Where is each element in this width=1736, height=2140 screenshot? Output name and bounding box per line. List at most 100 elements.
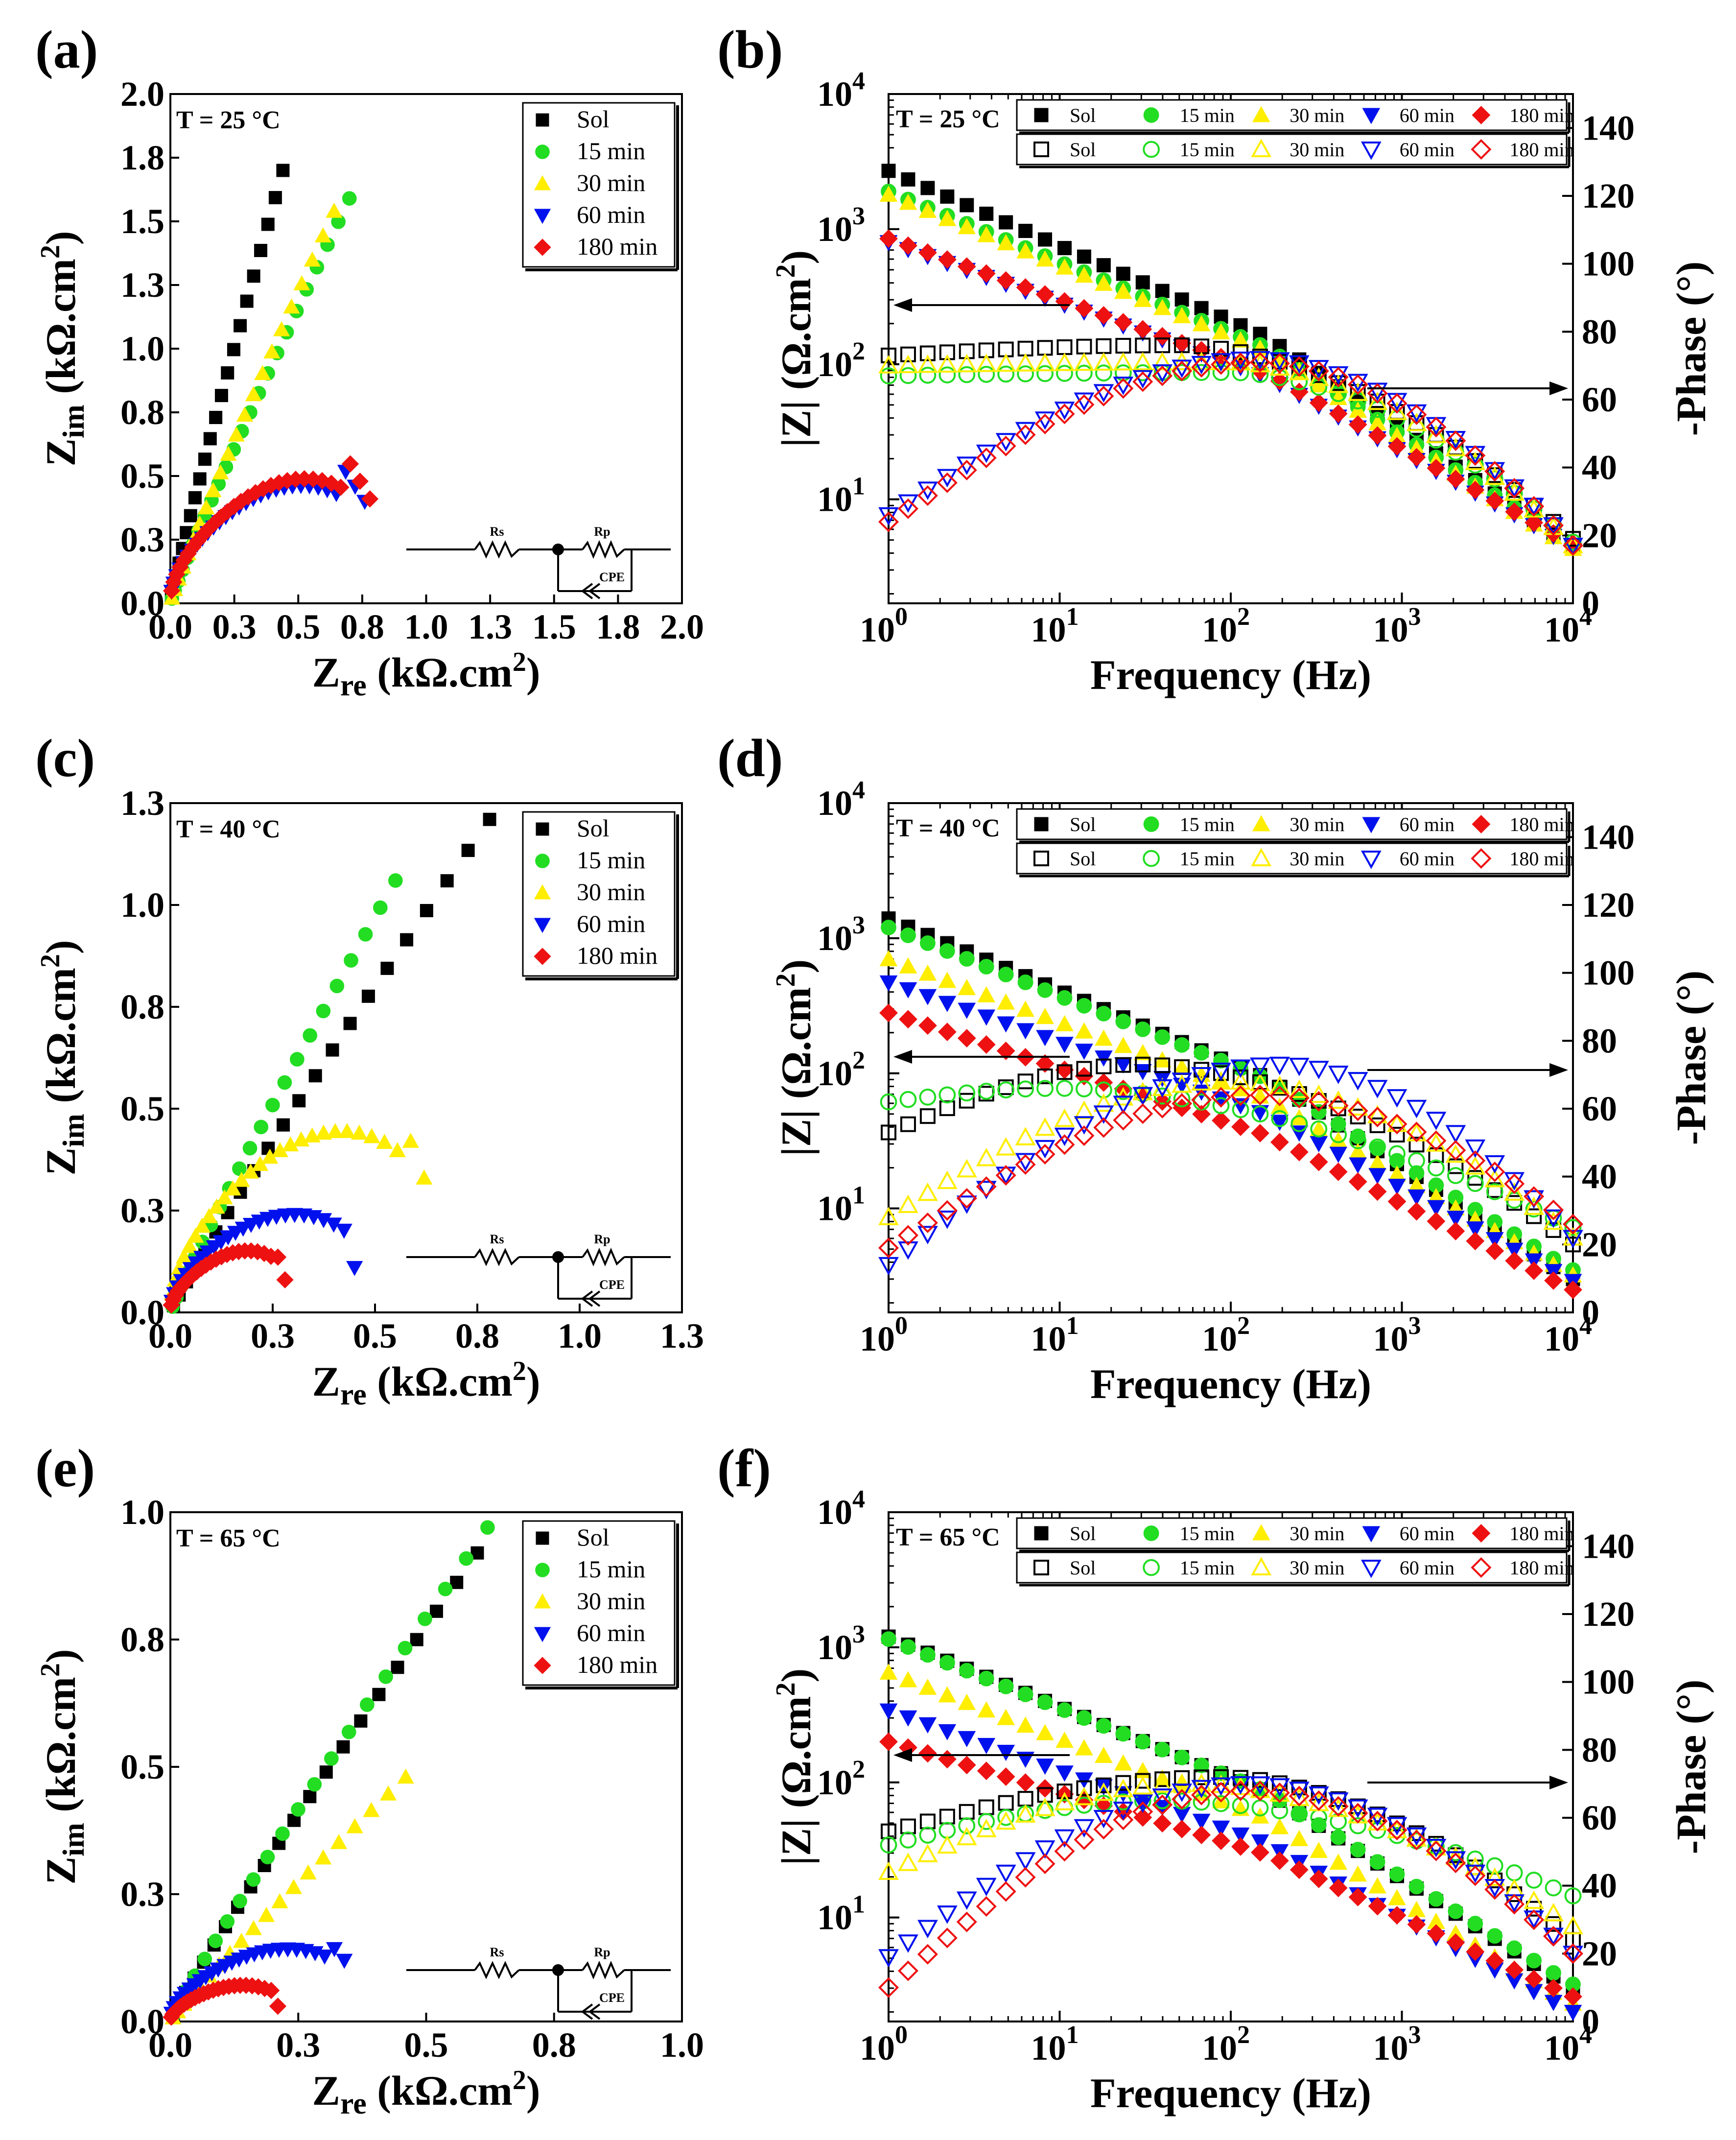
x-tick-label: 103: [1373, 2021, 1421, 2068]
modulus-point-15-min: [919, 935, 936, 951]
phase-point-sol: [1369, 1807, 1385, 1823]
right-y-tick-label: 40: [1582, 1157, 1617, 1196]
modulus-point-30-min: [1056, 1015, 1074, 1031]
phase-point-60-min: [1445, 1851, 1466, 1870]
phase-point-sol: [1135, 1056, 1151, 1072]
phase-point-180-min: [1289, 1088, 1310, 1109]
modulus-point-180-min: [1505, 1251, 1524, 1270]
modulus-point-15-min: [998, 967, 1014, 982]
phase-point-180-min: [1034, 1143, 1056, 1165]
x-axis-label: Frequency (Hz): [1090, 2069, 1371, 2116]
modulus-point-30-min: [1349, 1865, 1367, 1882]
modulus-point-15-min: [1037, 1694, 1053, 1710]
modulus-point-30-min: [879, 185, 898, 202]
phase-point-30-min: [1367, 1105, 1388, 1123]
modulus-point-60-min: [918, 1717, 937, 1734]
point-sol: [193, 472, 207, 486]
modulus-point-30-min: [1036, 250, 1054, 267]
point-180-min: [276, 1271, 294, 1289]
legend-marker-15-min: [1143, 850, 1160, 867]
y-tick-label: 102: [817, 1756, 865, 1802]
modulus-point-180-min: [957, 257, 976, 276]
modulus-point-180-min: [977, 1761, 996, 1781]
modulus-point-180-min: [996, 271, 1015, 290]
phase-point-15-min: [1369, 1138, 1386, 1156]
circuit-rs-label: Rs: [490, 1232, 504, 1246]
point-sol: [234, 319, 247, 333]
modulus-point-15-min: [939, 1655, 955, 1671]
modulus-point-180-min: [1427, 459, 1446, 477]
phase-point-180-min: [1054, 1841, 1075, 1862]
point-30-min: [330, 1834, 348, 1849]
modulus-point-60-min: [1310, 1136, 1328, 1153]
x-tick-label: 104: [1544, 1312, 1592, 1358]
modulus-point-180-min: [879, 1003, 898, 1022]
phase-point-sol: [1271, 1080, 1288, 1096]
right-y-tick-label: 140: [1582, 108, 1635, 147]
legend-label-sol: Sol: [577, 1523, 610, 1551]
x-tick-label: 104: [1544, 603, 1592, 649]
point-sol: [483, 812, 496, 826]
legend-label-sol: Sol: [1070, 1522, 1096, 1545]
legend-marker-180-min: [534, 1657, 551, 1674]
phase-point-30-min: [1347, 382, 1368, 401]
phase-point-15-min: [1564, 1219, 1582, 1236]
point-sol: [221, 366, 235, 380]
modulus-point-180-min: [1094, 306, 1113, 325]
phase-point-30-min: [1093, 352, 1114, 371]
phase-point-sol: [1017, 1791, 1033, 1807]
modulus-point-30-min: [997, 1709, 1015, 1725]
modulus-point-60-min: [1036, 1030, 1054, 1046]
phase-point-180-min: [1191, 1784, 1212, 1806]
point-sol: [276, 164, 290, 177]
modulus-point-30-min: [1173, 307, 1191, 323]
x-axis-label: Frequency (Hz): [1090, 1360, 1371, 1407]
legend-label-60-min: 60 min: [577, 201, 645, 228]
phase-point-180-min: [1249, 352, 1270, 373]
phase-point-30-min: [1034, 353, 1056, 372]
modulus-point-30-min: [1016, 1716, 1034, 1733]
phase-point-60-min: [1191, 356, 1212, 375]
point-30-min: [224, 1180, 241, 1196]
phase-point-180-min: [1249, 1085, 1270, 1106]
legend-label-180-min: 180 min: [1509, 848, 1574, 870]
phase-point-180-min: [1504, 1173, 1525, 1194]
point-sol: [326, 1043, 339, 1057]
modulus-point-15-min: [1194, 1045, 1209, 1061]
legend-marker-60-min: [1361, 851, 1382, 869]
legend-label-30-min: 30 min: [577, 169, 645, 196]
modulus-point-60-min: [1095, 1050, 1113, 1067]
modulus-point-60-min: [1212, 1820, 1230, 1837]
phase-point-30-min: [956, 1827, 977, 1846]
legend-phase: Sol 15 min 30 min 60 min 180 min: [1016, 133, 1574, 168]
phase-point-sol: [1311, 1093, 1327, 1109]
modulus-point-180-min: [957, 1756, 976, 1775]
phase-point-180-min: [1367, 1106, 1388, 1128]
modulus-point-15-min: [1135, 1021, 1151, 1037]
modulus-point-180-min: [1485, 491, 1504, 510]
modulus-point-180-min: [1368, 1182, 1387, 1201]
right-y-tick-label: 20: [1582, 516, 1617, 555]
modulus-point-180-min: [1251, 1124, 1269, 1142]
phase-point-60-min: [1250, 1057, 1270, 1076]
phase-point-15-min: [919, 1827, 937, 1844]
modulus-point-180-min: [1485, 1241, 1504, 1260]
modulus-point-180-min: [1387, 1906, 1407, 1925]
phase-point-30-min: [1034, 1798, 1056, 1816]
circuit-rp-label: Rp: [594, 1232, 610, 1246]
phase-point-sol: [998, 1795, 1014, 1811]
axis-arrows: [893, 298, 1568, 395]
modulus-point-15-min: [1076, 998, 1092, 1014]
phase-point-15-min: [1486, 1183, 1503, 1200]
phase-point-30-min: [1445, 1846, 1466, 1865]
modulus-point-180-min: [1466, 480, 1485, 499]
phase-point-180-min: [1034, 1853, 1056, 1875]
phase-point-180-min: [1524, 1186, 1545, 1207]
y-tick-label: 0.8: [120, 393, 164, 432]
x-tick-label: 100: [860, 2021, 908, 2068]
phase-point-180-min: [937, 472, 958, 493]
y-tick-label: 1.0: [120, 885, 164, 925]
point-sol: [429, 1604, 443, 1618]
point-sol: [380, 961, 394, 975]
phase-point-60-min: [1034, 1140, 1056, 1159]
